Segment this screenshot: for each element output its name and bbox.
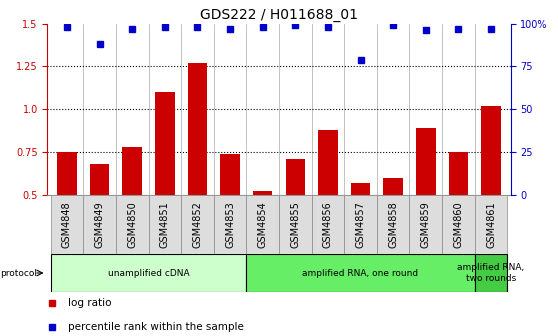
Text: GSM4849: GSM4849: [95, 201, 104, 248]
Title: GDS222 / H011688_01: GDS222 / H011688_01: [200, 8, 358, 23]
FancyBboxPatch shape: [247, 254, 475, 292]
Bar: [481, 106, 501, 281]
Bar: [416, 128, 436, 281]
Text: log ratio: log ratio: [68, 298, 112, 308]
Bar: [122, 147, 142, 281]
Bar: [253, 192, 272, 281]
Text: GSM4853: GSM4853: [225, 201, 235, 248]
FancyBboxPatch shape: [247, 195, 279, 254]
Text: amplified RNA,
two rounds: amplified RNA, two rounds: [458, 263, 525, 283]
FancyBboxPatch shape: [475, 254, 507, 292]
Bar: [155, 92, 175, 281]
FancyBboxPatch shape: [116, 195, 148, 254]
Bar: [286, 159, 305, 281]
Text: amplified RNA, one round: amplified RNA, one round: [302, 268, 418, 278]
Bar: [449, 152, 468, 281]
Bar: [318, 130, 338, 281]
Bar: [57, 152, 77, 281]
FancyBboxPatch shape: [83, 195, 116, 254]
FancyBboxPatch shape: [214, 195, 247, 254]
Text: GSM4859: GSM4859: [421, 201, 431, 248]
Text: GSM4860: GSM4860: [454, 201, 463, 248]
Text: GSM4855: GSM4855: [290, 201, 300, 248]
Text: GSM4858: GSM4858: [388, 201, 398, 248]
Bar: [187, 63, 207, 281]
Text: GSM4861: GSM4861: [486, 201, 496, 248]
FancyBboxPatch shape: [311, 195, 344, 254]
FancyBboxPatch shape: [51, 195, 83, 254]
FancyBboxPatch shape: [344, 195, 377, 254]
FancyBboxPatch shape: [51, 254, 247, 292]
FancyBboxPatch shape: [377, 195, 410, 254]
Bar: [351, 183, 371, 281]
Text: GSM4856: GSM4856: [323, 201, 333, 248]
FancyBboxPatch shape: [279, 195, 311, 254]
FancyBboxPatch shape: [148, 195, 181, 254]
Text: protocol: protocol: [0, 268, 37, 278]
Text: GSM4852: GSM4852: [193, 201, 203, 248]
Text: GSM4848: GSM4848: [62, 201, 72, 248]
FancyBboxPatch shape: [410, 195, 442, 254]
Text: percentile rank within the sample: percentile rank within the sample: [68, 322, 244, 332]
Text: GSM4851: GSM4851: [160, 201, 170, 248]
Bar: [220, 154, 240, 281]
Text: GSM4850: GSM4850: [127, 201, 137, 248]
Text: GSM4857: GSM4857: [355, 201, 365, 248]
Bar: [383, 178, 403, 281]
Text: GSM4854: GSM4854: [258, 201, 268, 248]
Bar: [90, 164, 109, 281]
FancyBboxPatch shape: [181, 195, 214, 254]
Text: unamplified cDNA: unamplified cDNA: [108, 268, 189, 278]
FancyBboxPatch shape: [442, 195, 475, 254]
FancyBboxPatch shape: [475, 195, 507, 254]
